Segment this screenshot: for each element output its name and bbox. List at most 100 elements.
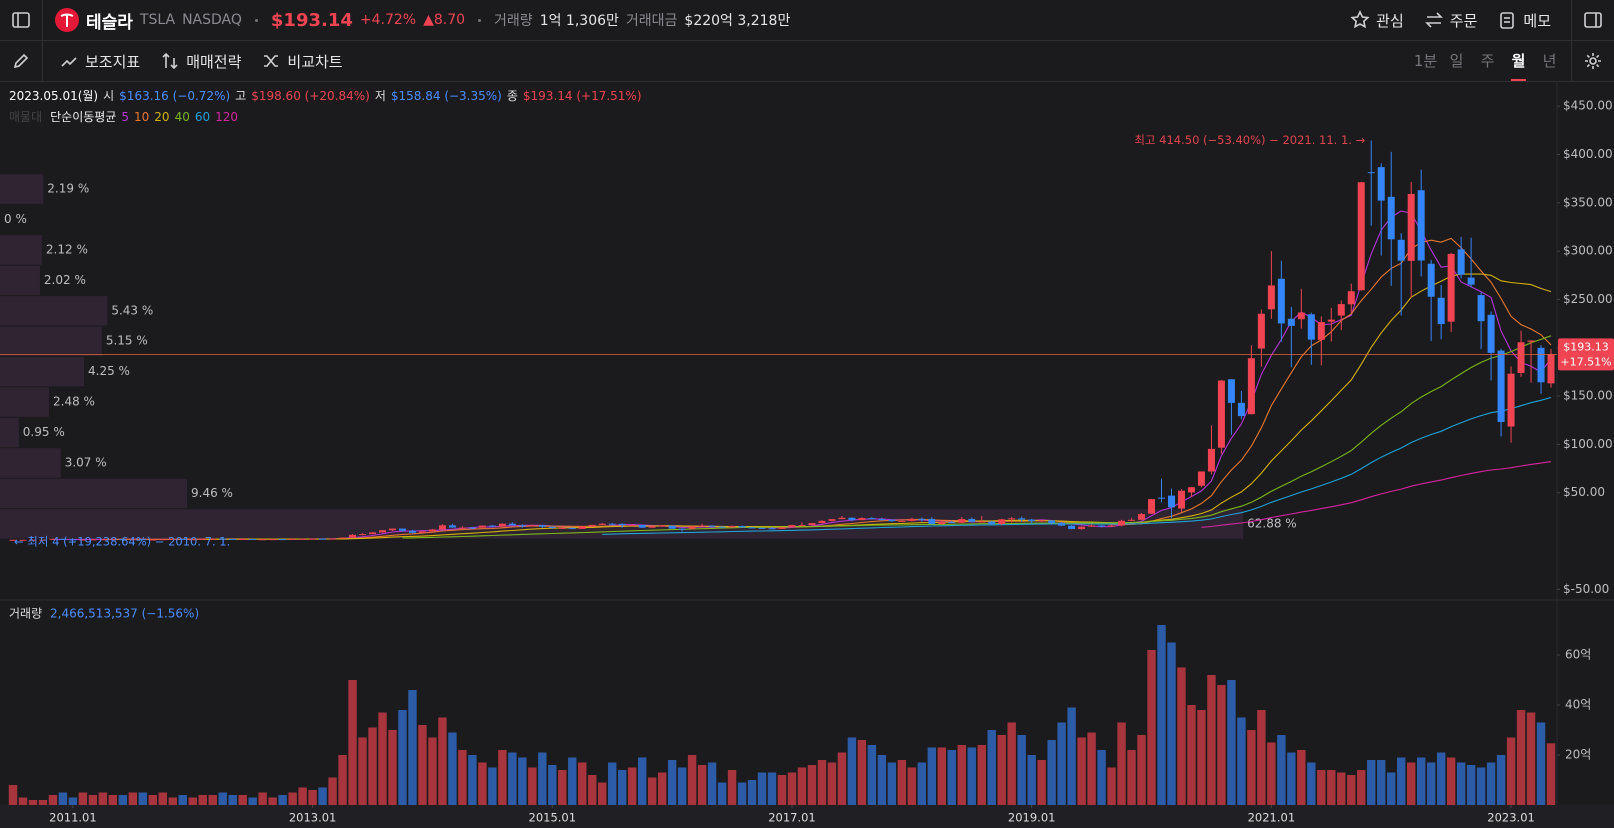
- volume-bar: [757, 772, 767, 805]
- candle-body: [259, 539, 267, 541]
- candle-body: [99, 539, 107, 541]
- settings[interactable]: [1572, 51, 1614, 71]
- candle-body: [818, 520, 826, 524]
- candle-body: [488, 525, 496, 527]
- y-tick-label: $350.00: [1563, 195, 1613, 209]
- candle-body: [428, 529, 436, 532]
- candle-body: [1078, 526, 1086, 530]
- volume-bar: [1197, 710, 1206, 805]
- draw-tool[interactable]: [0, 51, 42, 71]
- amount: $220억 3,218만: [684, 13, 791, 29]
- moving-average: [1201, 461, 1552, 528]
- candle-body: [1297, 312, 1305, 320]
- last-price-label: $193.13: [1563, 340, 1609, 353]
- volume-bar: [88, 795, 98, 805]
- volume-bar: [288, 792, 297, 805]
- profile-label: 62.88 %: [1247, 516, 1297, 530]
- candle-body: [119, 539, 127, 541]
- volume-bar: [618, 770, 627, 805]
- tool-button[interactable]: 보조지표: [59, 51, 140, 72]
- period-tab[interactable]: 주: [1480, 52, 1495, 70]
- tool-button[interactable]: 비교차트: [261, 51, 343, 72]
- volume-bar: [138, 792, 148, 805]
- sidebar-toggle[interactable]: [0, 10, 42, 30]
- period-tab[interactable]: 년: [1542, 52, 1557, 70]
- volume-bar: [148, 795, 158, 805]
- info-label: 고: [235, 89, 246, 103]
- volume-bar: [188, 797, 197, 805]
- volume-bar: [1047, 740, 1056, 805]
- tool-label: 비교차트: [287, 52, 343, 71]
- volume-bar: [298, 787, 307, 805]
- volume-bar: [598, 782, 607, 805]
- volume-bar: [468, 755, 477, 805]
- period-tab[interactable]: 일: [1449, 52, 1464, 70]
- panel-toggle[interactable]: [1572, 10, 1614, 30]
- moving-average: [202, 273, 1552, 540]
- y-tick-label: $-50.00: [1563, 582, 1609, 596]
- period-tab[interactable]: 1분: [1413, 52, 1438, 70]
- volume-bar: [917, 762, 927, 805]
- candle-body: [369, 532, 377, 535]
- candle-body: [329, 538, 337, 540]
- candle-body: [838, 517, 846, 520]
- volume-bar: [1377, 760, 1386, 805]
- candle-body: [1148, 499, 1156, 514]
- memo-button[interactable]: 메모: [1497, 10, 1551, 31]
- candle-body: [558, 527, 566, 529]
- volume-bar: [1217, 685, 1226, 805]
- volume-bar: [877, 755, 887, 805]
- moving-average: [602, 396, 1552, 535]
- volume-bar: [1416, 757, 1426, 805]
- period-tab[interactable]: 월: [1503, 41, 1534, 81]
- profile-label: 0.95 %: [23, 425, 65, 439]
- candle-body: [9, 539, 17, 541]
- volume-bar: [1157, 625, 1166, 805]
- profile-label: 2.02 %: [44, 273, 86, 287]
- volume-bar: [78, 792, 88, 805]
- candle-body: [638, 525, 646, 528]
- ma-period: 120: [215, 110, 238, 124]
- volume-bar: [1516, 710, 1526, 805]
- profile-label: 9.46 %: [191, 486, 233, 500]
- candle-body: [1008, 518, 1016, 520]
- volume: 1억 1,306만: [539, 13, 619, 29]
- order-button[interactable]: 주문: [1424, 10, 1477, 31]
- profile-bar: [0, 265, 40, 296]
- volume-bar: [248, 797, 257, 805]
- volume-tick-label: 40억: [1565, 698, 1591, 712]
- candle-body: [528, 525, 536, 527]
- chart: 62.88 % 9.46 % 3.07 % 0.95 % 2.48 % 4.25 % 5.1…: [0, 82, 1614, 828]
- candle-body: [908, 518, 916, 521]
- y-tick-label: $150.00: [1563, 389, 1613, 403]
- ma-period: 40: [175, 110, 190, 124]
- candle-body: [1527, 340, 1535, 342]
- candle-body: [738, 525, 746, 528]
- candle-body: [1307, 314, 1315, 340]
- candle-body: [269, 539, 277, 541]
- candle-body: [249, 539, 257, 541]
- tool-button[interactable]: 매매전략: [160, 51, 241, 72]
- volume-bar: [637, 757, 647, 805]
- candle-body: [29, 539, 37, 541]
- volume-bar: [1466, 765, 1476, 805]
- volume-bar: [128, 792, 138, 805]
- profile-label: 매물대: [9, 110, 42, 124]
- volume-bar: [837, 752, 847, 805]
- volume-bar: [1327, 770, 1336, 805]
- price: $193.14: [270, 9, 353, 31]
- candle-body: [758, 527, 766, 529]
- candle-body: [279, 539, 287, 541]
- volume-bar: [1087, 732, 1096, 805]
- profile-label: 2.48 %: [53, 395, 95, 409]
- volume-bar: [508, 752, 517, 805]
- watch-button[interactable]: 관심: [1350, 10, 1404, 31]
- candle-body: [708, 525, 716, 527]
- candle-body: [1337, 304, 1345, 316]
- volume-bar: [1526, 712, 1536, 805]
- candle-body: [898, 520, 906, 522]
- candle-body: [239, 539, 247, 541]
- candle-body: [1098, 525, 1106, 527]
- candle-body: [648, 526, 656, 528]
